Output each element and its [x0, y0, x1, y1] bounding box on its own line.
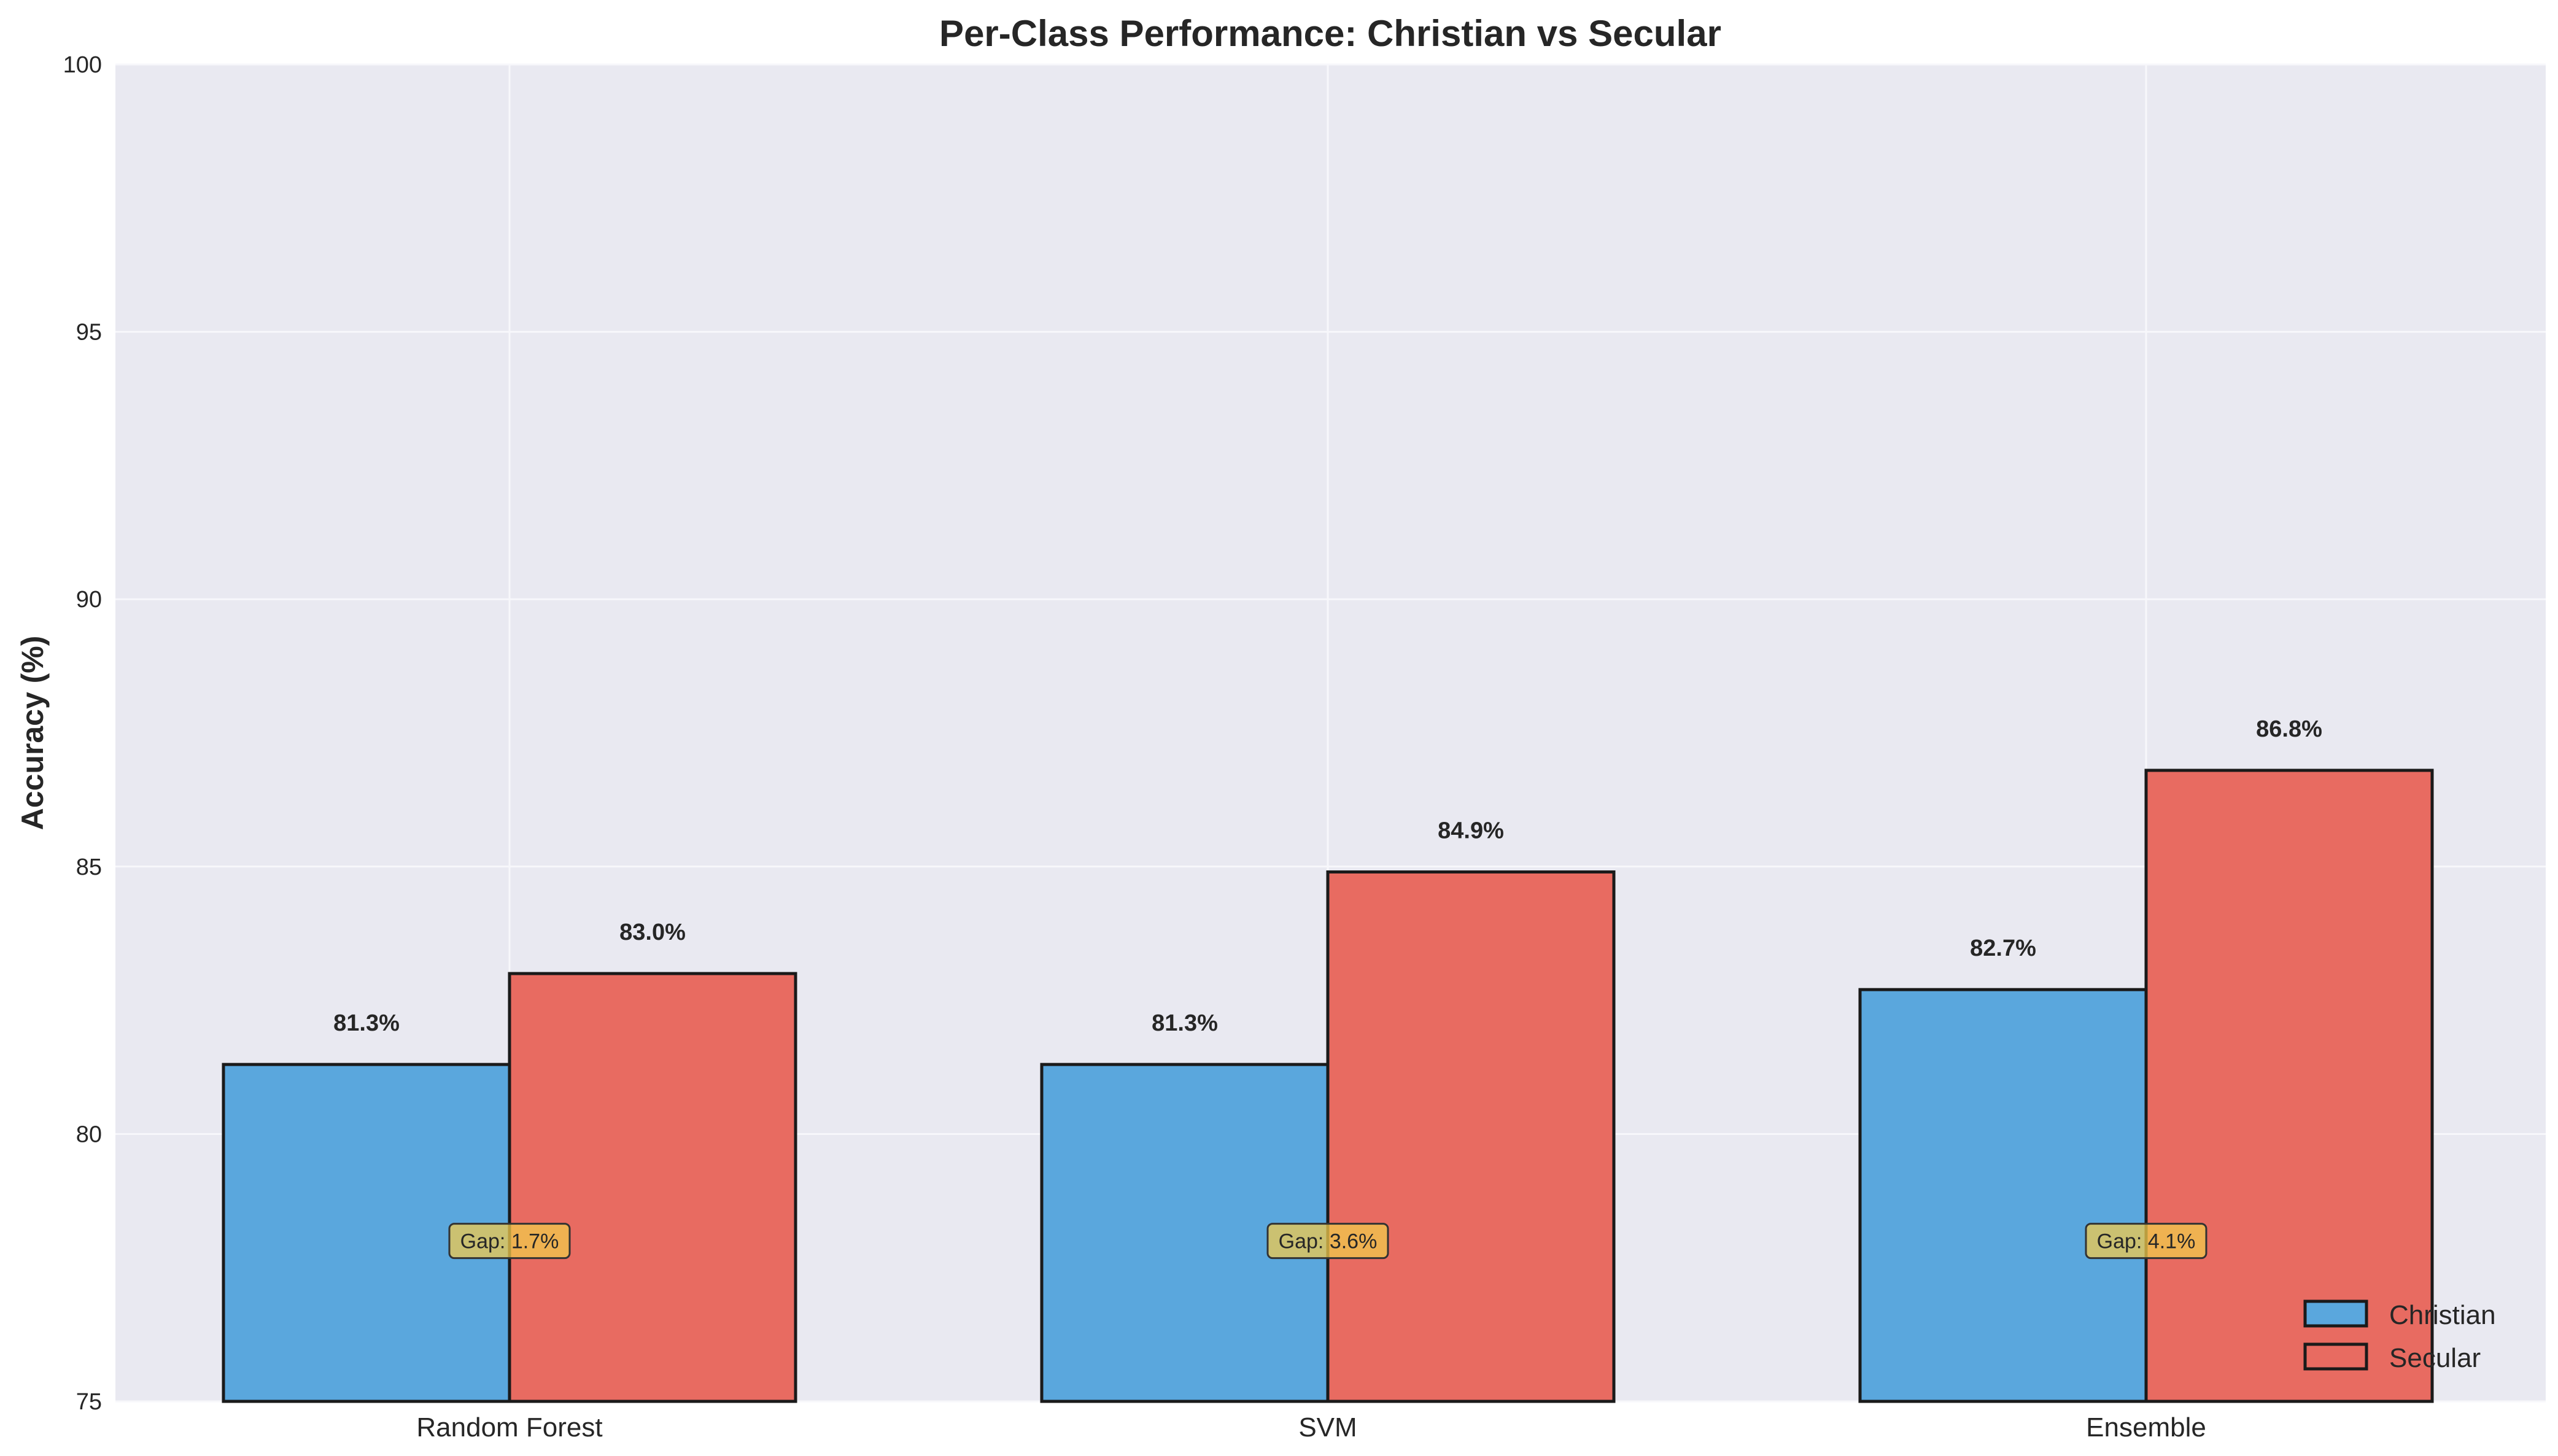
- legend-swatch-christian: [2303, 1299, 2368, 1328]
- gap-label: Gap: 4.1%: [2097, 1230, 2196, 1253]
- y-tick-label: 75: [76, 1389, 102, 1415]
- legend-label-secular: Secular: [2389, 1343, 2481, 1373]
- value-label-christian-svm: 81.3%: [1152, 1010, 1218, 1036]
- y-tick-label: 95: [76, 320, 102, 346]
- bar-secular-random-forest: [508, 972, 797, 1403]
- gap-labels: Gap: 1.7% Gap: 3.6% Gap: 4.1%: [448, 1223, 2207, 1260]
- value-label-christian-random-forest: 81.3%: [333, 1010, 400, 1036]
- y-tick-label: 100: [63, 52, 102, 78]
- legend-swatch-secular: [2303, 1342, 2368, 1371]
- y-axis-label: Accuracy (%): [15, 636, 50, 831]
- legend: Christian Secular: [2303, 1299, 2496, 1373]
- x-tick-label-random-forest: Random Forest: [416, 1412, 602, 1442]
- y-tick-label: 80: [76, 1121, 102, 1147]
- y-tick-label: 90: [76, 587, 102, 613]
- bars: [222, 769, 2434, 1403]
- value-label-secular-ensemble: 86.8%: [2256, 716, 2322, 742]
- chart-title: Per-Class Performance: Christian vs Secu…: [939, 13, 1721, 54]
- gap-box: [2085, 1223, 2207, 1260]
- gap-box: [1266, 1223, 1389, 1260]
- gap-label: Gap: 1.7%: [460, 1230, 559, 1253]
- x-tick-label-ensemble: Ensemble: [2086, 1412, 2206, 1442]
- y-ticks: 75 80 85 90 95 100: [63, 52, 102, 1415]
- legend-label-christian: Christian: [2389, 1300, 2496, 1330]
- x-ticks: Random Forest SVM Ensemble: [416, 1412, 2206, 1442]
- y-tick-label: 85: [76, 854, 102, 880]
- value-labels: 81.3% 81.3% 82.7% 83.0% 84.9% 86.8%: [333, 716, 2322, 1036]
- bar-secular-ensemble: [2144, 769, 2434, 1403]
- gap-box: [448, 1223, 571, 1260]
- bar-christian-ensemble: [1858, 988, 2148, 1403]
- bar-secular-svm: [1326, 870, 1616, 1403]
- value-label-christian-ensemble: 82.7%: [1970, 935, 2036, 961]
- value-label-secular-svm: 84.9%: [1438, 818, 1504, 844]
- value-label-secular-random-forest: 83.0%: [619, 920, 686, 945]
- gap-label: Gap: 3.6%: [1279, 1230, 1378, 1253]
- x-tick-label-svm: SVM: [1298, 1412, 1357, 1442]
